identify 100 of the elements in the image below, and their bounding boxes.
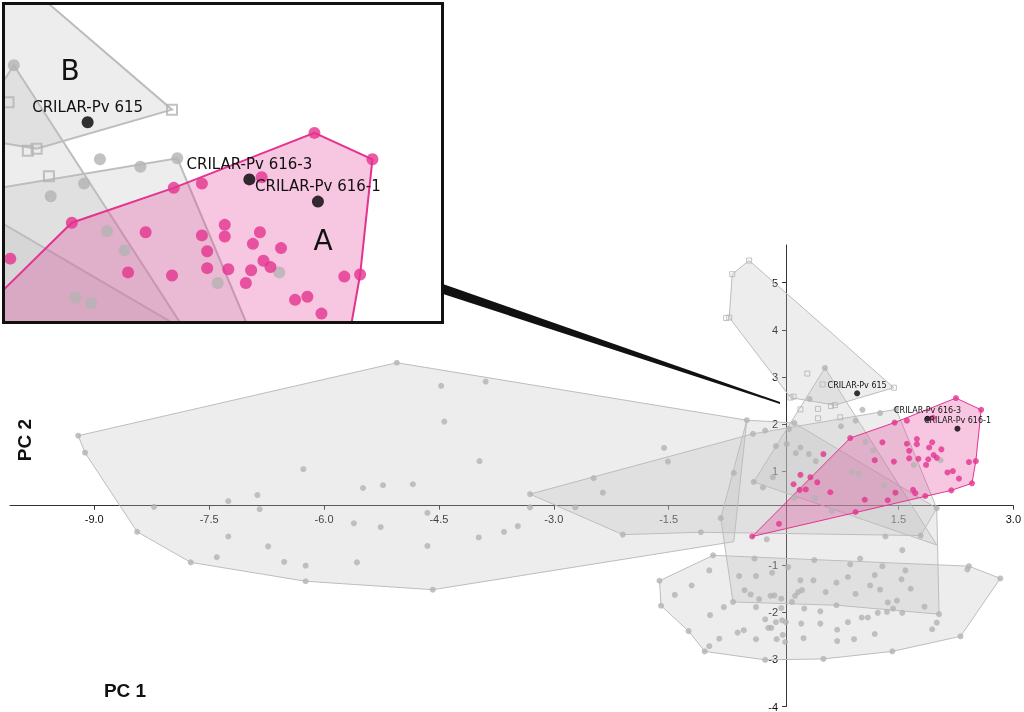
point <box>972 458 979 465</box>
point <box>837 414 844 421</box>
point <box>923 461 930 468</box>
point <box>811 495 818 502</box>
x-tick-label: -3.0 <box>544 513 564 526</box>
point <box>302 562 309 569</box>
point <box>134 528 141 535</box>
point <box>910 461 917 468</box>
point <box>952 395 959 402</box>
x-tick-label: -7.5 <box>199 513 219 526</box>
point <box>393 359 400 366</box>
point <box>302 578 309 585</box>
point <box>812 458 819 465</box>
point <box>82 449 89 456</box>
point <box>697 529 704 536</box>
y-tick-label: -4 <box>768 700 779 712</box>
point <box>820 451 827 458</box>
point <box>746 257 753 264</box>
y-tick-label: 5 <box>771 276 779 289</box>
point <box>926 444 933 451</box>
point <box>827 489 834 496</box>
point <box>797 471 804 478</box>
point <box>723 314 730 321</box>
y-axis-title: PC 2 <box>13 418 35 462</box>
point <box>922 493 929 499</box>
y-tick-label: 4 <box>771 323 779 336</box>
point <box>213 554 220 561</box>
point <box>265 543 272 550</box>
point <box>862 438 869 445</box>
point <box>890 458 897 465</box>
point <box>759 484 766 491</box>
point <box>441 418 448 425</box>
point <box>804 370 811 377</box>
point <box>965 459 972 466</box>
point <box>785 426 792 433</box>
point <box>599 489 606 496</box>
x-tick-label: 3.0 <box>1005 513 1021 526</box>
point <box>838 423 845 430</box>
point <box>377 524 384 531</box>
y-tick-label: 3 <box>771 370 779 383</box>
point <box>424 509 431 516</box>
point <box>948 487 955 494</box>
x-tick-label: -1.5 <box>659 513 679 526</box>
point <box>892 489 899 496</box>
point <box>906 447 913 454</box>
point <box>75 432 82 439</box>
point <box>762 427 769 434</box>
point <box>482 378 489 385</box>
y-tick-label: 2 <box>771 417 779 430</box>
point <box>861 496 868 503</box>
point <box>938 446 945 453</box>
point <box>717 515 724 522</box>
point <box>819 381 826 388</box>
point <box>903 417 910 424</box>
point <box>870 447 877 454</box>
x-axis-title: PC 1 <box>103 679 147 701</box>
point <box>949 468 956 475</box>
point <box>913 436 920 443</box>
point <box>360 485 367 491</box>
point <box>797 444 804 451</box>
point <box>871 457 878 464</box>
point <box>852 509 859 516</box>
point <box>906 455 913 462</box>
point <box>955 475 962 482</box>
point <box>353 559 360 566</box>
point <box>831 402 838 409</box>
point <box>750 478 757 485</box>
point <box>527 491 534 498</box>
point <box>438 382 445 389</box>
point <box>590 475 597 482</box>
point <box>475 534 482 541</box>
point <box>619 531 626 538</box>
point <box>797 406 804 413</box>
point <box>424 542 431 549</box>
annotation: A <box>313 223 333 257</box>
point <box>903 440 910 447</box>
point <box>409 481 416 488</box>
point <box>429 586 436 593</box>
point <box>915 455 922 462</box>
point <box>664 458 671 465</box>
point <box>854 390 861 397</box>
point <box>890 384 897 391</box>
point <box>821 364 828 371</box>
annotation: CRILAR-Pv 615 <box>827 380 887 390</box>
point <box>775 520 782 527</box>
point <box>730 469 737 476</box>
point <box>913 441 920 448</box>
point <box>814 479 821 486</box>
y-tick-label: -3 <box>768 653 779 666</box>
point <box>300 466 307 473</box>
point <box>791 420 798 427</box>
point <box>749 533 756 540</box>
point <box>847 435 854 442</box>
point <box>501 528 508 535</box>
point <box>815 405 822 412</box>
x-tick-label: -4.5 <box>429 513 449 526</box>
y-tick-label: -1 <box>768 559 779 572</box>
point <box>225 498 232 505</box>
point <box>572 504 579 511</box>
point <box>527 504 534 511</box>
